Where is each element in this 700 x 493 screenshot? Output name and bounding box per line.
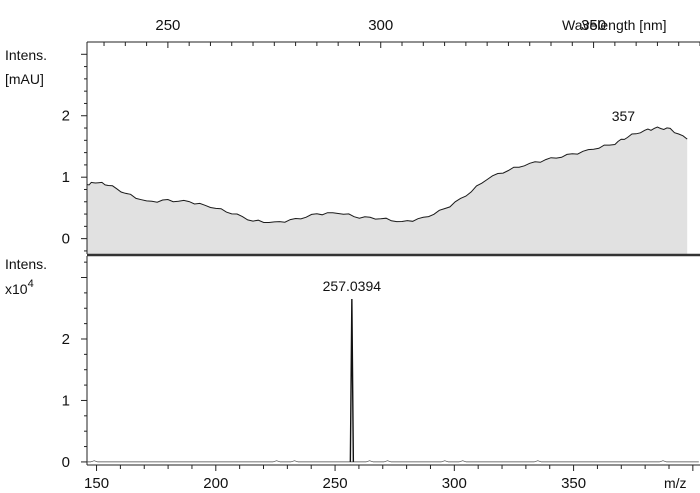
uv-x-title: Wavelength [nm] (562, 17, 667, 33)
uv-x-tick-label: 250 (155, 17, 180, 34)
ms-y-ticks: 0 1 2 (62, 261, 87, 471)
uv-spectrum-panel: 250 300 350 0 1 2 Intens. [mAU] Wavelength [… (5, 17, 700, 254)
ms-y-tick-label: 1 (62, 392, 70, 409)
ms-x-ticks: 150 200 250 300 350 (84, 465, 694, 492)
uv-absorbance-line (86, 126, 688, 223)
ms-y-tick-label: 2 (62, 331, 70, 348)
ms-x-tick-label: 200 (203, 475, 228, 492)
uv-x-tick-label: 300 (368, 17, 393, 34)
ms-y-title-base: x10 (5, 281, 28, 297)
ms-peak-257 (349, 299, 355, 462)
ms-peak-label: 257.0394 (323, 278, 382, 294)
ms-y-title-exponent: 4 (28, 278, 34, 290)
ms-x-tick-label: 250 (323, 475, 348, 492)
uv-y-ticks: 0 1 2 (62, 53, 87, 252)
uv-y-tick-label: 2 (62, 108, 70, 125)
ms-baseline-noise (87, 460, 699, 463)
ms-x-title: m/z (664, 475, 687, 491)
uv-y-title-line1: Intens. (5, 47, 47, 63)
ms-y-title-line2: x104 (5, 278, 34, 297)
ms-x-tick-label: 150 (84, 475, 109, 492)
ms-y-title-line1: Intens. (5, 256, 47, 272)
ms-x-tick-label: 300 (442, 475, 467, 492)
uv-x-tick-label: 350 (581, 17, 606, 34)
ms-x-tick-label: 350 (561, 475, 586, 492)
uv-y-tick-label: 1 (62, 169, 70, 186)
mass-spectrum-panel: 150 200 250 300 350 0 1 2 Intens. x104 m/z 257… (5, 256, 700, 492)
uv-y-title-line2: [mAU] (5, 71, 44, 87)
uv-x-ticks: 250 300 350 (103, 17, 700, 48)
ms-y-tick-label: 0 (62, 454, 70, 471)
uv-peak-label: 357 (612, 108, 636, 124)
uv-absorbance-area (87, 127, 688, 254)
uv-y-tick-label: 0 (62, 231, 70, 248)
